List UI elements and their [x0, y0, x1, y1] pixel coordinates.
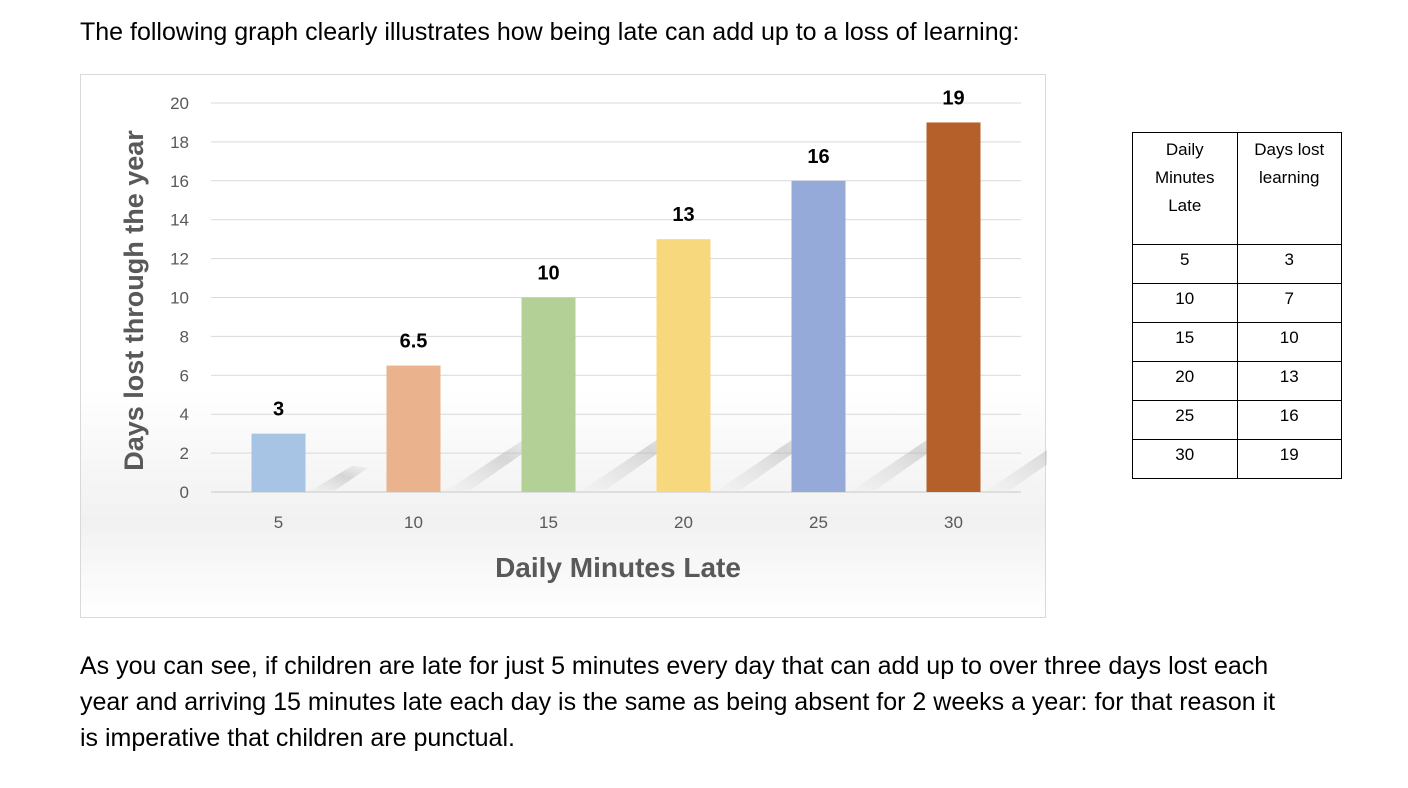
- conclusion-paragraph: As you can see, if children are late for…: [80, 652, 1276, 752]
- data-label: 10: [537, 263, 559, 285]
- data-label: 16: [807, 146, 829, 168]
- y-tick-label: 16: [170, 172, 189, 191]
- bar-shadow: [305, 465, 369, 492]
- table-header-minutes: Daily Minutes Late: [1132, 132, 1238, 245]
- table-cell-days: 3: [1236, 244, 1342, 284]
- y-tick-label: 10: [170, 289, 189, 308]
- table-cell-days: 19: [1236, 439, 1342, 479]
- y-tick-label: 14: [170, 211, 189, 230]
- table-cell-minutes: 30: [1132, 439, 1238, 479]
- y-tick-label: 20: [170, 94, 189, 113]
- bar-shadow: [440, 435, 547, 492]
- y-tick-label: 12: [170, 250, 189, 269]
- table-header-days: Days lost learning: [1236, 132, 1342, 245]
- bar-5: [251, 433, 306, 492]
- bar-shadow: [980, 449, 1047, 492]
- bar-30: [926, 122, 981, 492]
- minutes-days-table: Daily Minutes Late Days lost learning 5 …: [1132, 132, 1342, 479]
- y-tick-label: 18: [170, 133, 189, 152]
- table-row: 15 10: [1132, 322, 1342, 362]
- table-cell-days: 16: [1236, 400, 1342, 440]
- x-tick-label: 20: [674, 513, 693, 532]
- data-label: 3: [273, 399, 284, 421]
- bar-10: [386, 365, 441, 492]
- table-cell-days: 13: [1236, 361, 1342, 401]
- table-cell-days: 7: [1236, 283, 1342, 323]
- y-tick-label: 8: [180, 327, 189, 346]
- table-row: 25 16: [1132, 400, 1342, 440]
- x-tick-label: 25: [809, 513, 828, 532]
- x-tick-label: 5: [274, 513, 283, 532]
- x-tick-label: 15: [539, 513, 558, 532]
- data-label: 19: [942, 87, 964, 109]
- y-axis-title: Days lost through the year: [119, 130, 149, 471]
- y-tick-label: 2: [180, 444, 189, 463]
- table-row: 20 13: [1132, 361, 1342, 401]
- table-cell-minutes: 10: [1132, 283, 1238, 323]
- table-cell-minutes: 20: [1132, 361, 1238, 401]
- table-cell-minutes: 15: [1132, 322, 1238, 362]
- table-cell-minutes: 5: [1132, 244, 1238, 284]
- x-axis-title: Daily Minutes Late: [495, 552, 741, 583]
- table-row: 30 19: [1132, 439, 1342, 479]
- data-label: 6.5: [400, 331, 428, 353]
- intro-paragraph: The following graph clearly illustrates …: [80, 18, 1020, 46]
- x-tick-label: 10: [404, 513, 423, 532]
- y-tick-label: 0: [180, 483, 189, 502]
- table-cell-minutes: 25: [1132, 400, 1238, 440]
- bar-15: [521, 297, 576, 492]
- x-tick-label: 30: [944, 513, 963, 532]
- table-row: 5 3: [1132, 244, 1342, 284]
- chart-canvas: 0 2 4 6 8 10 12 14 16 18 20 3 5 6.5 10 10 15 13 20 16 25 19 30…: [119, 87, 1047, 583]
- bar-20: [656, 239, 711, 492]
- data-label: 13: [672, 204, 694, 226]
- bar-chart: 0 2 4 6 8 10 12 14 16 18 20 3 5 6.5 10 10 15 13 20 16 25 19 30…: [80, 74, 1047, 618]
- table-row: 10 7: [1132, 283, 1342, 323]
- y-tick-label: 6: [180, 366, 189, 385]
- bar-25: [791, 180, 846, 493]
- table-cell-days: 10: [1236, 322, 1342, 362]
- y-tick-label: 4: [180, 405, 189, 424]
